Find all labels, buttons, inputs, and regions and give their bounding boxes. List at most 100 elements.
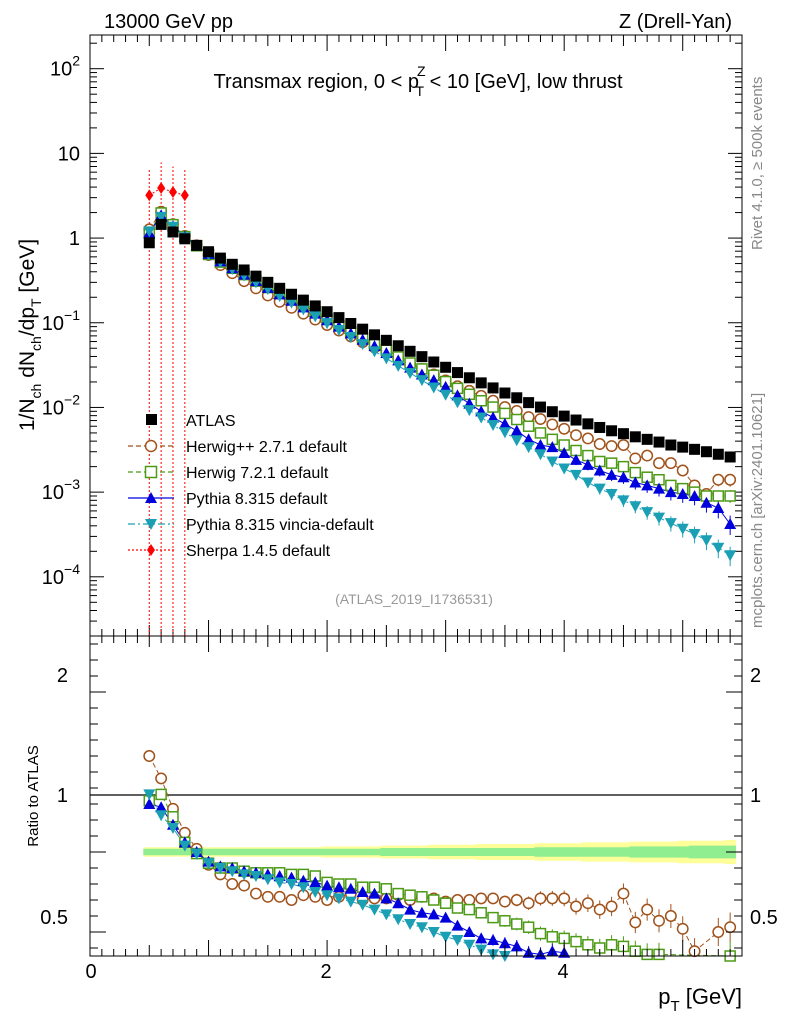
- main-point-sherpa-1-4-5-default: [157, 182, 166, 195]
- main-point-herwig-7-2-1-default: [499, 407, 511, 420]
- ratio-point-herwig-7-2-1-default: [439, 897, 452, 909]
- main-point-herwig-2-7-1-default: [664, 457, 677, 470]
- mcplots-label: mcplots.cern.ch [arXiv:2401.10621]: [749, 393, 766, 628]
- ratio-point-herwig-2-7-1-default: [629, 916, 642, 929]
- main-point-atlas: [238, 264, 250, 276]
- main-point-pythia-8-315-vincia-default: [356, 339, 369, 351]
- main-point-pythia-8-315-vincia-default: [463, 405, 476, 417]
- ratio-point-pythia-8-315-vincia-default: [155, 810, 168, 822]
- main-point-pythia-8-315-vincia-default: [427, 382, 440, 394]
- ratio-point-pythia-8-315-vincia-default: [249, 871, 262, 882]
- main-point-pythia-8-315-vincia-default: [724, 550, 737, 562]
- legend-entry-vincia: Pythia 8.315 vincia-default: [128, 517, 374, 534]
- analysis-watermark: (ATLAS_2019_I1736531): [335, 591, 493, 607]
- main-point-pythia-8-315-vincia-default: [700, 535, 713, 547]
- legend-entry-herwigpp: Herwig++ 2.7.1 default: [128, 439, 348, 456]
- ratio-point-herwig-7-2-1-default: [380, 883, 393, 895]
- main-point-herwig-2-7-1-default: [558, 422, 571, 435]
- legend-label-vincia: Pythia 8.315 vincia-default: [186, 517, 374, 534]
- main-point-atlas: [274, 282, 286, 294]
- ratio-point-pythia-8-315-default: [498, 937, 511, 949]
- legend-marker-herwigpp: [144, 439, 158, 453]
- main-markers: [143, 182, 737, 562]
- legend-marker-sherpa: [147, 544, 155, 556]
- main-ytick-label: 102: [50, 53, 80, 81]
- main-point-pythia-8-315-default: [439, 380, 452, 392]
- ratio-point-herwig-7-2-1-default: [404, 889, 416, 901]
- main-point-atlas: [167, 226, 179, 238]
- ratio-point-herwig-2-7-1-default: [487, 892, 500, 905]
- main-point-pythia-8-315-vincia-default: [641, 507, 654, 519]
- ratio-point-pythia-8-315-vincia-default: [380, 909, 393, 921]
- legend-marker-vincia: [145, 519, 157, 530]
- main-point-pythia-8-315-default: [700, 496, 713, 508]
- main-point-pythia-8-315-default: [629, 476, 642, 488]
- main-point-pythia-8-315-vincia-default: [498, 427, 511, 439]
- main-point-atlas: [606, 425, 618, 437]
- main-point-pythia-8-315-default: [498, 417, 511, 429]
- main-point-pythia-8-315-vincia-default: [664, 518, 677, 530]
- ratio-point-pythia-8-315-vincia-default: [368, 904, 381, 916]
- main-point-sherpa-1-4-5-default: [168, 185, 177, 198]
- main-error-bars: [148, 162, 731, 636]
- ratio-point-pythia-8-315-vincia-default: [439, 931, 452, 943]
- main-point-pythia-8-315-vincia-default: [617, 495, 630, 507]
- ratio-point-pythia-8-315-vincia-default: [238, 869, 251, 881]
- main-point-pythia-8-315-default: [510, 424, 523, 436]
- header-right: Z (Drell-Yan): [619, 11, 732, 33]
- main-point-herwig-7-2-1-default: [605, 457, 618, 469]
- ratio-point-pythia-8-315-default: [332, 881, 345, 893]
- main-point-pythia-8-315-default: [617, 471, 630, 483]
- ratio-ytick-left-0.5: 0.5: [40, 907, 68, 929]
- main-point-atlas: [404, 345, 416, 357]
- main-point-pythia-8-315-default: [676, 488, 689, 500]
- main-point-pythia-8-315-default: [605, 468, 618, 480]
- plot-title: Transmax region, 0 < pZ T < 10 [GeV], low…: [213, 63, 622, 99]
- legend-marker-pythia: [145, 492, 157, 503]
- main-point-pythia-8-315-vincia-default: [688, 529, 701, 541]
- main-point-herwig-2-7-1-default: [546, 418, 559, 431]
- ratio-point-pythia-8-315-vincia-default: [190, 848, 203, 860]
- ratio-point-pythia-8-315-vincia-default: [309, 887, 322, 898]
- main-point-atlas: [700, 446, 712, 458]
- main-point-atlas: [475, 377, 487, 389]
- main-point-atlas: [511, 392, 523, 404]
- main-point-pythia-8-315-default: [546, 441, 559, 453]
- ratio-point-herwig-7-2-1-default: [428, 894, 440, 906]
- main-point-pythia-8-315-default: [664, 486, 677, 498]
- main-point-atlas: [689, 443, 701, 455]
- legend-marker-atlas: [146, 414, 157, 425]
- main-point-pythia-8-315-vincia-default: [332, 325, 345, 337]
- main-ylabel: 1/Nch dNch/dpT [GeV]: [16, 239, 44, 431]
- main-point-pythia-8-315-vincia-default: [451, 397, 464, 409]
- main-point-pythia-8-315-vincia-default: [415, 375, 428, 387]
- ratio-panel: 2 1 0.5 2 1 0.5 Ratio to ATLAS 0 2 4 pT …: [25, 635, 778, 1015]
- ratio-band-inner: [143, 845, 737, 859]
- main-point-sherpa-1-4-5-default: [180, 189, 189, 202]
- main-point-pythia-8-315-default: [581, 458, 594, 470]
- ratio-point-pythia-8-315-default: [475, 932, 488, 944]
- ratio-point-herwig-2-7-1-default: [712, 926, 725, 938]
- main-point-pythia-8-315-vincia-default: [321, 318, 334, 330]
- ratio-point-pythia-8-315-vincia-default: [297, 882, 310, 894]
- ratio-point-pythia-8-315-default: [321, 879, 334, 891]
- rivet-label: Rivet 4.1.0, ≥ 500k events: [749, 77, 766, 250]
- main-point-pythia-8-315-vincia-default: [510, 435, 523, 447]
- main-ytick-label: 1: [69, 228, 80, 250]
- main-point-herwig-7-2-1-default: [487, 401, 499, 413]
- main-point-sherpa-1-4-5-default: [145, 189, 154, 202]
- main-point-herwig-7-2-1-default: [534, 427, 547, 439]
- ratio-frame: [89, 635, 743, 957]
- ratio-line-pythia-8-315-vincia-default: [148, 794, 505, 957]
- main-point-pythia-8-315-vincia-default: [593, 483, 606, 495]
- main-point-pythia-8-315-default: [427, 374, 440, 386]
- main-ytick-label: 10−4: [42, 561, 80, 589]
- ratio-point-herwig-2-7-1-default: [534, 892, 547, 905]
- main-point-herwig-2-7-1-default: [712, 473, 725, 486]
- ratio-point-herwig-7-2-1-default: [570, 935, 582, 948]
- legend-entry-pythia: Pythia 8.315 default: [128, 491, 328, 508]
- header-left: 13000 GeV pp: [104, 11, 233, 33]
- main-point-herwig-7-2-1-default: [629, 466, 642, 479]
- main-point-herwig-2-7-1-default: [653, 457, 665, 470]
- main-point-atlas: [463, 372, 475, 384]
